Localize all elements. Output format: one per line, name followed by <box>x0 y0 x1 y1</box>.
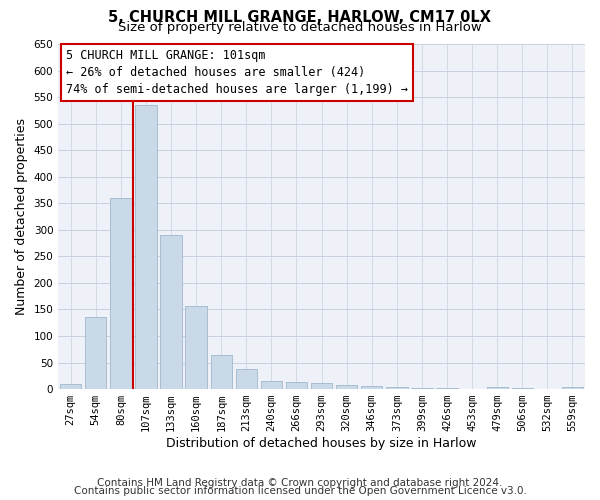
Bar <box>386 388 407 389</box>
X-axis label: Distribution of detached houses by size in Harlow: Distribution of detached houses by size … <box>166 437 477 450</box>
Bar <box>236 369 257 389</box>
Text: 5, CHURCH MILL GRANGE, HARLOW, CM17 0LX: 5, CHURCH MILL GRANGE, HARLOW, CM17 0LX <box>109 10 491 25</box>
Bar <box>562 387 583 389</box>
Bar <box>411 388 433 389</box>
Bar <box>110 198 131 389</box>
Bar <box>136 105 157 389</box>
Text: Contains public sector information licensed under the Open Government Licence v3: Contains public sector information licen… <box>74 486 526 496</box>
Text: Contains HM Land Registry data © Crown copyright and database right 2024.: Contains HM Land Registry data © Crown c… <box>97 478 503 488</box>
Bar <box>436 388 458 389</box>
Bar <box>286 382 307 389</box>
Bar <box>261 381 282 389</box>
Bar <box>60 384 82 389</box>
Bar <box>85 318 106 389</box>
Bar <box>336 385 358 389</box>
Bar <box>211 354 232 389</box>
Y-axis label: Number of detached properties: Number of detached properties <box>15 118 28 315</box>
Bar <box>487 387 508 389</box>
Bar <box>160 235 182 389</box>
Bar <box>185 306 207 389</box>
Bar <box>311 382 332 389</box>
Text: 5 CHURCH MILL GRANGE: 101sqm
← 26% of detached houses are smaller (424)
74% of s: 5 CHURCH MILL GRANGE: 101sqm ← 26% of de… <box>66 49 408 96</box>
Text: Size of property relative to detached houses in Harlow: Size of property relative to detached ho… <box>118 21 482 34</box>
Bar <box>512 388 533 389</box>
Bar <box>361 386 382 389</box>
